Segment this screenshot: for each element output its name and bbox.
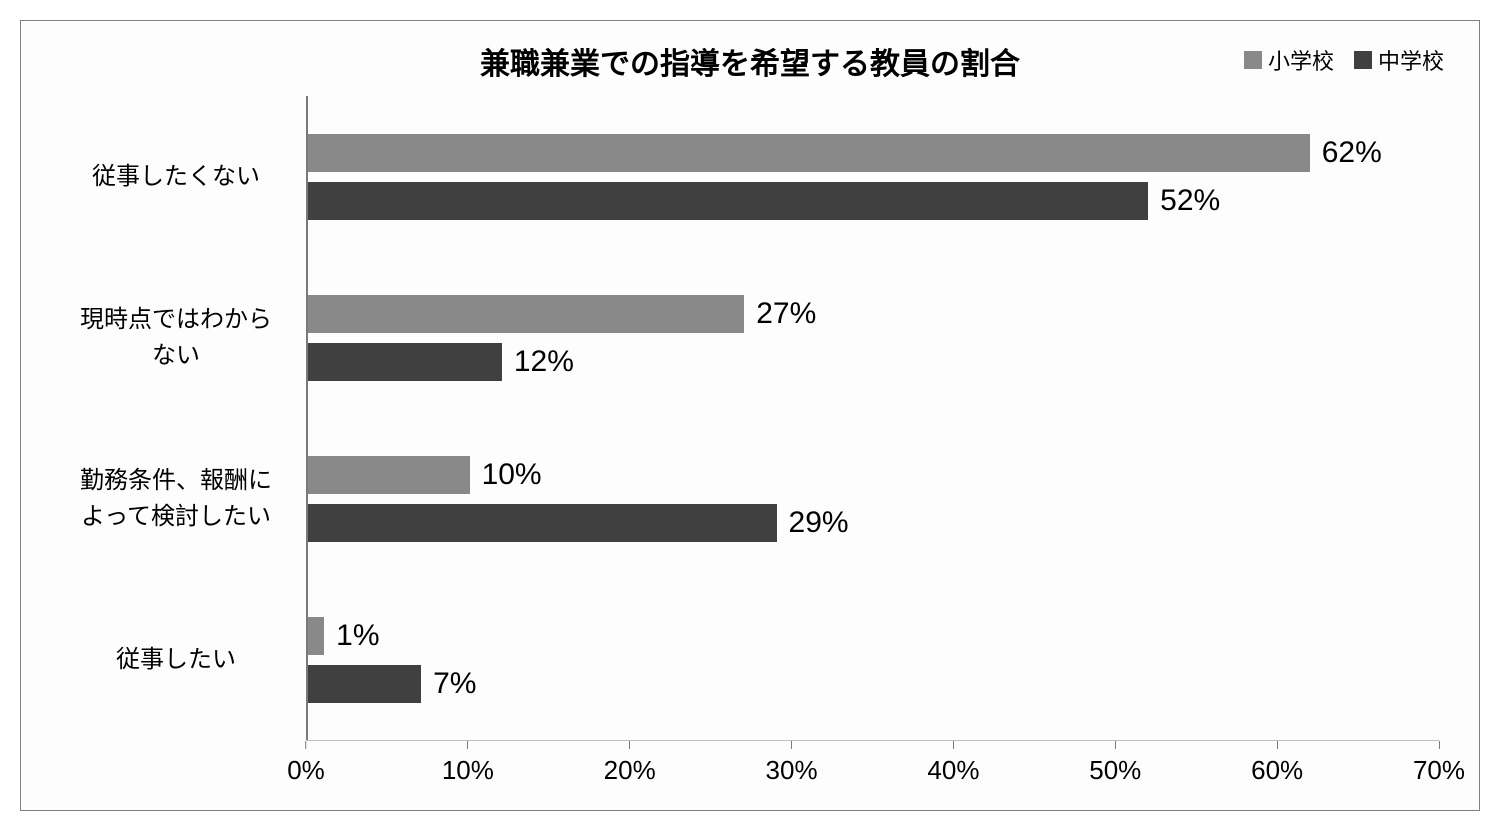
bar-row-0-0: 62% [308,134,1439,172]
bar-label-2-1: 29% [789,506,849,540]
chart-container: 兼職兼業での指導を希望する教員の割合 小学校 中学校 従事したくない 現時点では… [20,20,1480,811]
y-label-1-line2: ない [152,342,200,369]
bar-row-1-1: 12% [308,343,1439,381]
chart-legend: 小学校 中学校 [1244,44,1444,76]
legend-swatch-junior-high [1354,51,1372,69]
y-label-3-line1: 従事したい [116,646,236,673]
x-tick-0: 0% [287,741,325,786]
x-tick-50: 50% [1089,741,1141,786]
bar-label-0-0: 62% [1322,136,1382,170]
bar-label-3-0: 1% [336,619,379,653]
bar-3-小学校 [308,617,324,655]
chart-title: 兼職兼業での指導を希望する教員の割合 [480,39,1020,83]
bars-region: 62% 52% 27% 12% 10% 29% 1% 7% [306,96,1439,740]
legend-item-elementary: 小学校 [1244,44,1334,76]
bar-label-0-1: 52% [1160,184,1220,218]
category-group-2: 10% 29% [308,418,1439,579]
category-group-1: 27% 12% [308,257,1439,418]
y-label-0-line1: 従事したくない [92,163,260,190]
bar-row-1-0: 27% [308,295,1439,333]
bar-row-3-0: 1% [308,617,1439,655]
y-label-2-line1: 勤務条件、報酬に [80,467,272,494]
x-tick-20: 20% [604,741,656,786]
x-axis: 0%10%20%30%40%50%60%70% [306,740,1439,790]
x-tick-label-60: 60% [1251,755,1303,785]
y-label-1-line1: 現時点ではわから [80,306,272,333]
bar-label-1-1: 12% [514,345,574,379]
bar-row-0-1: 52% [308,182,1439,220]
x-tick-label-70: 70% [1413,755,1465,785]
y-label-2: 勤務条件、報酬に よって検討したい [46,418,306,579]
bar-row-2-0: 10% [308,456,1439,494]
bar-2-小学校 [308,456,470,494]
bar-label-2-0: 10% [482,458,542,492]
chart-header: 兼職兼業での指導を希望する教員の割合 小学校 中学校 [46,36,1454,86]
bar-label-3-1: 7% [433,667,476,701]
y-label-3: 従事したい [46,579,306,740]
legend-label-junior-high: 中学校 [1378,44,1444,76]
x-tick-70: 70% [1413,741,1465,786]
y-label-0: 従事したくない [46,96,306,257]
x-tick-40: 40% [927,741,979,786]
x-tick-label-40: 40% [927,755,979,785]
x-tick-label-50: 50% [1089,755,1141,785]
legend-item-junior-high: 中学校 [1354,44,1444,76]
bar-0-小学校 [308,134,1310,172]
bar-row-3-1: 7% [308,665,1439,703]
x-tick-30: 30% [766,741,818,786]
bar-1-中学校 [308,343,502,381]
y-label-1: 現時点ではわから ない [46,257,306,418]
bar-0-中学校 [308,182,1148,220]
x-tick-label-0: 0% [287,755,325,785]
x-tick-label-10: 10% [442,755,494,785]
category-group-3: 1% 7% [308,579,1439,740]
bar-3-中学校 [308,665,421,703]
x-tick-label-20: 20% [604,755,656,785]
x-tick-10: 10% [442,741,494,786]
bar-2-中学校 [308,504,777,542]
legend-swatch-elementary [1244,51,1262,69]
y-label-2-line2: よって検討したい [81,503,271,530]
legend-label-elementary: 小学校 [1268,44,1334,76]
bar-1-小学校 [308,295,744,333]
category-group-0: 62% 52% [308,96,1439,257]
x-tick-label-30: 30% [766,755,818,785]
bar-label-1-0: 27% [756,297,816,331]
plot-area: 従事したくない 現時点ではわから ない 勤務条件、報酬に よって検討したい 従事… [46,96,1439,740]
x-tick-60: 60% [1251,741,1303,786]
y-axis-labels: 従事したくない 現時点ではわから ない 勤務条件、報酬に よって検討したい 従事… [46,96,306,740]
bar-row-2-1: 29% [308,504,1439,542]
